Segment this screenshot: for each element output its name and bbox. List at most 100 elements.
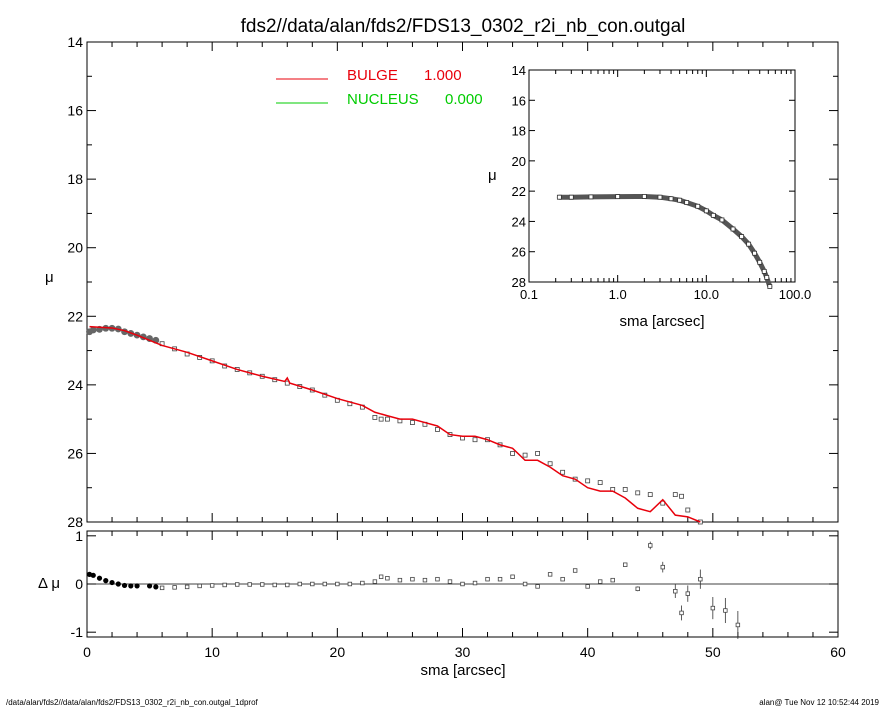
observed-point [679,493,684,499]
residual-point [547,572,553,577]
inset-point [588,194,594,200]
residual-point [90,572,96,578]
residual-point [698,576,703,582]
main-y-tick-label: 18 [67,171,83,187]
residual-point [96,575,103,581]
residual-x-tick-label: 30 [455,644,471,660]
observed-point [647,492,653,497]
inset-y-tick-label: 28 [512,275,526,290]
observed-point [384,416,390,422]
inset-y-tick-label: 24 [512,214,526,229]
footer-file-path: /data/alan/fds2//data/alan/fds2/FDS13_03… [6,698,259,707]
residual-point [460,581,465,587]
residual-point [648,543,653,548]
observed-point [685,507,691,513]
residual-point [635,586,640,592]
inset-point [615,194,621,199]
residual-point [472,580,478,586]
main-y-tick-label: 24 [67,377,83,393]
inset-y-tick-label: 22 [512,184,526,199]
inset-point [657,194,663,200]
residual-point [109,579,115,586]
residual-point [510,574,515,579]
observed-point [635,490,641,496]
inset-x-tick-label: 1.0 [609,287,627,302]
residual-point [360,580,365,586]
residual-point [710,605,716,611]
legend-nucleus-value: 0.000 [445,91,483,108]
main-y-tick-label: 26 [67,445,83,461]
inset-y-tick-label: 20 [512,154,526,169]
legend: BULGE 1.000 NUCLEUS 0.000 [276,67,483,108]
inset-y-tick-label: 18 [512,124,526,139]
residual-point [723,608,728,613]
main-y-tick-label: 20 [67,240,83,256]
residual-point [310,581,315,587]
main-panel: 14 16 18 20 22 24 26 28 μ BULGE 1.000 NUCLEUS 0… [45,34,839,530]
chart-title: fds2//data/alan/fds2/FDS13_0302_r2i_nb_c… [241,16,686,37]
residual-x-tick-label: 10 [204,644,220,660]
inset-point [641,194,647,199]
inset-point [684,200,690,205]
residual-point [679,610,684,616]
legend-nucleus-name: NUCLEUS [347,91,419,108]
inset-x-tick-label: 10.0 [694,287,719,302]
residual-y-tick-label: 1 [75,528,83,544]
residual-point [153,584,159,590]
main-y-axis-label: μ [45,269,54,286]
residual-point [103,578,109,584]
residual-point [297,581,302,587]
inset-point [730,226,736,232]
residual-y-tick-label: 0 [75,576,83,592]
residual-point [121,582,128,589]
residual-point [610,577,615,583]
residual-x-tick-label: 0 [83,644,91,660]
residual-point [260,582,265,587]
residual-point [347,581,353,587]
residual-x-tick-label: 60 [830,644,846,660]
inset-point [739,234,745,239]
inset-series [556,193,773,290]
residual-x-tick-label: 40 [580,644,596,660]
main-y-tick-label: 22 [67,308,83,324]
residual-point [146,583,153,589]
observed-point [89,326,97,334]
residual-point [234,582,240,587]
inset-point [757,259,763,265]
inset-y-axis-label: μ [488,167,497,184]
residual-point [660,564,665,570]
residual-point [322,581,328,587]
footer-timestamp: alan@ Tue Nov 12 10:52:44 2019 [759,698,879,707]
residual-x-tick-label: 50 [705,644,721,660]
residual-point [159,585,165,591]
residual-point [128,583,134,589]
residual-point [134,583,140,589]
residual-point [497,576,503,582]
residual-point [422,577,428,583]
inset-y-tick-label: 26 [512,245,526,260]
residual-point [378,574,384,579]
inset-point [752,250,757,256]
inset-y-tick-label: 14 [512,63,526,78]
residual-point [222,582,227,588]
residual-point [197,583,202,589]
observed-point [535,451,540,456]
residual-point [372,579,378,584]
observed-point [597,480,603,485]
residual-point [623,562,628,567]
inset-x-ticks: 0.1 1.0 10.0 100.0 [520,70,811,302]
observed-point [410,420,415,425]
main-x-ticks [86,42,839,522]
inset-x-tick-label: 100.0 [779,287,812,302]
inset-point [695,203,701,209]
inset-x-tick-label: 0.1 [520,287,538,302]
residual-point [247,582,252,587]
legend-bulge-name: BULGE [347,67,398,84]
main-y-tick-label: 28 [67,514,83,530]
residual-point [285,582,290,588]
inset-point [568,194,574,200]
observed-point [547,461,553,467]
residual-point [585,584,590,589]
residual-x-tick-label: 20 [330,644,346,660]
